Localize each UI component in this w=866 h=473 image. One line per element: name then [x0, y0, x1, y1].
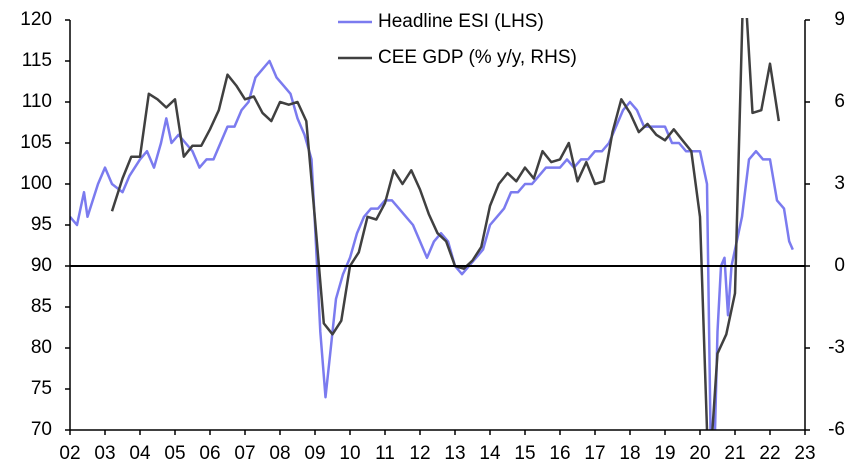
- x-tick-label: 23: [794, 443, 815, 464]
- x-tick-label: 04: [129, 443, 151, 464]
- x-tick-label: 21: [724, 443, 745, 464]
- y-tick-label: 90: [31, 255, 52, 276]
- series-line: [70, 59, 794, 430]
- series-line: [110, 18, 781, 430]
- y-tick-label: 75: [31, 378, 52, 399]
- x-tick-label: 12: [409, 443, 430, 464]
- y-tick-label: 80: [31, 337, 52, 358]
- y-tick-label: 70: [31, 419, 52, 440]
- y-tick-label: 85: [31, 296, 52, 317]
- y2-tick-label: -6: [828, 419, 845, 440]
- x-tick-label: 03: [94, 443, 115, 464]
- x-tick-label: 09: [304, 443, 325, 464]
- x-tick-label: 05: [164, 443, 185, 464]
- y2-tick-label: 9: [834, 9, 845, 30]
- plot-area: [70, 18, 794, 430]
- x-tick-label: 08: [269, 443, 290, 464]
- x-tick-label: 14: [479, 443, 501, 464]
- y-tick-label: 105: [20, 132, 52, 153]
- y-tick-label: 120: [20, 9, 52, 30]
- y2-tick-label: 3: [834, 173, 845, 194]
- y2-tick-label: 6: [834, 91, 845, 112]
- x-tick-label: 11: [375, 443, 395, 464]
- y-tick-label: 110: [22, 91, 52, 112]
- x-tick-label: 19: [654, 443, 675, 464]
- x-tick-label: 02: [59, 443, 80, 464]
- x-tick-label: 15: [514, 443, 535, 464]
- x-tick-label: 16: [549, 443, 570, 464]
- y2-tick-label: 0: [834, 255, 845, 276]
- x-tick-label: 07: [234, 443, 255, 464]
- y-tick-label: 100: [20, 173, 52, 194]
- x-tick-label: 18: [619, 443, 640, 464]
- x-tick-label: 10: [339, 443, 360, 464]
- legend-label: CEE GDP (% y/y, RHS): [378, 47, 577, 68]
- y-tick-label: 115: [22, 50, 52, 71]
- x-tick-label: 22: [759, 443, 780, 464]
- legend-label: Headline ESI (LHS): [378, 11, 544, 32]
- x-tick-label: 13: [444, 443, 465, 464]
- y-tick-label: 95: [31, 214, 52, 235]
- x-tick-label: 17: [584, 443, 605, 464]
- x-tick-label: 20: [689, 443, 710, 464]
- y2-tick-label: -3: [828, 337, 845, 358]
- x-tick-label: 06: [199, 443, 220, 464]
